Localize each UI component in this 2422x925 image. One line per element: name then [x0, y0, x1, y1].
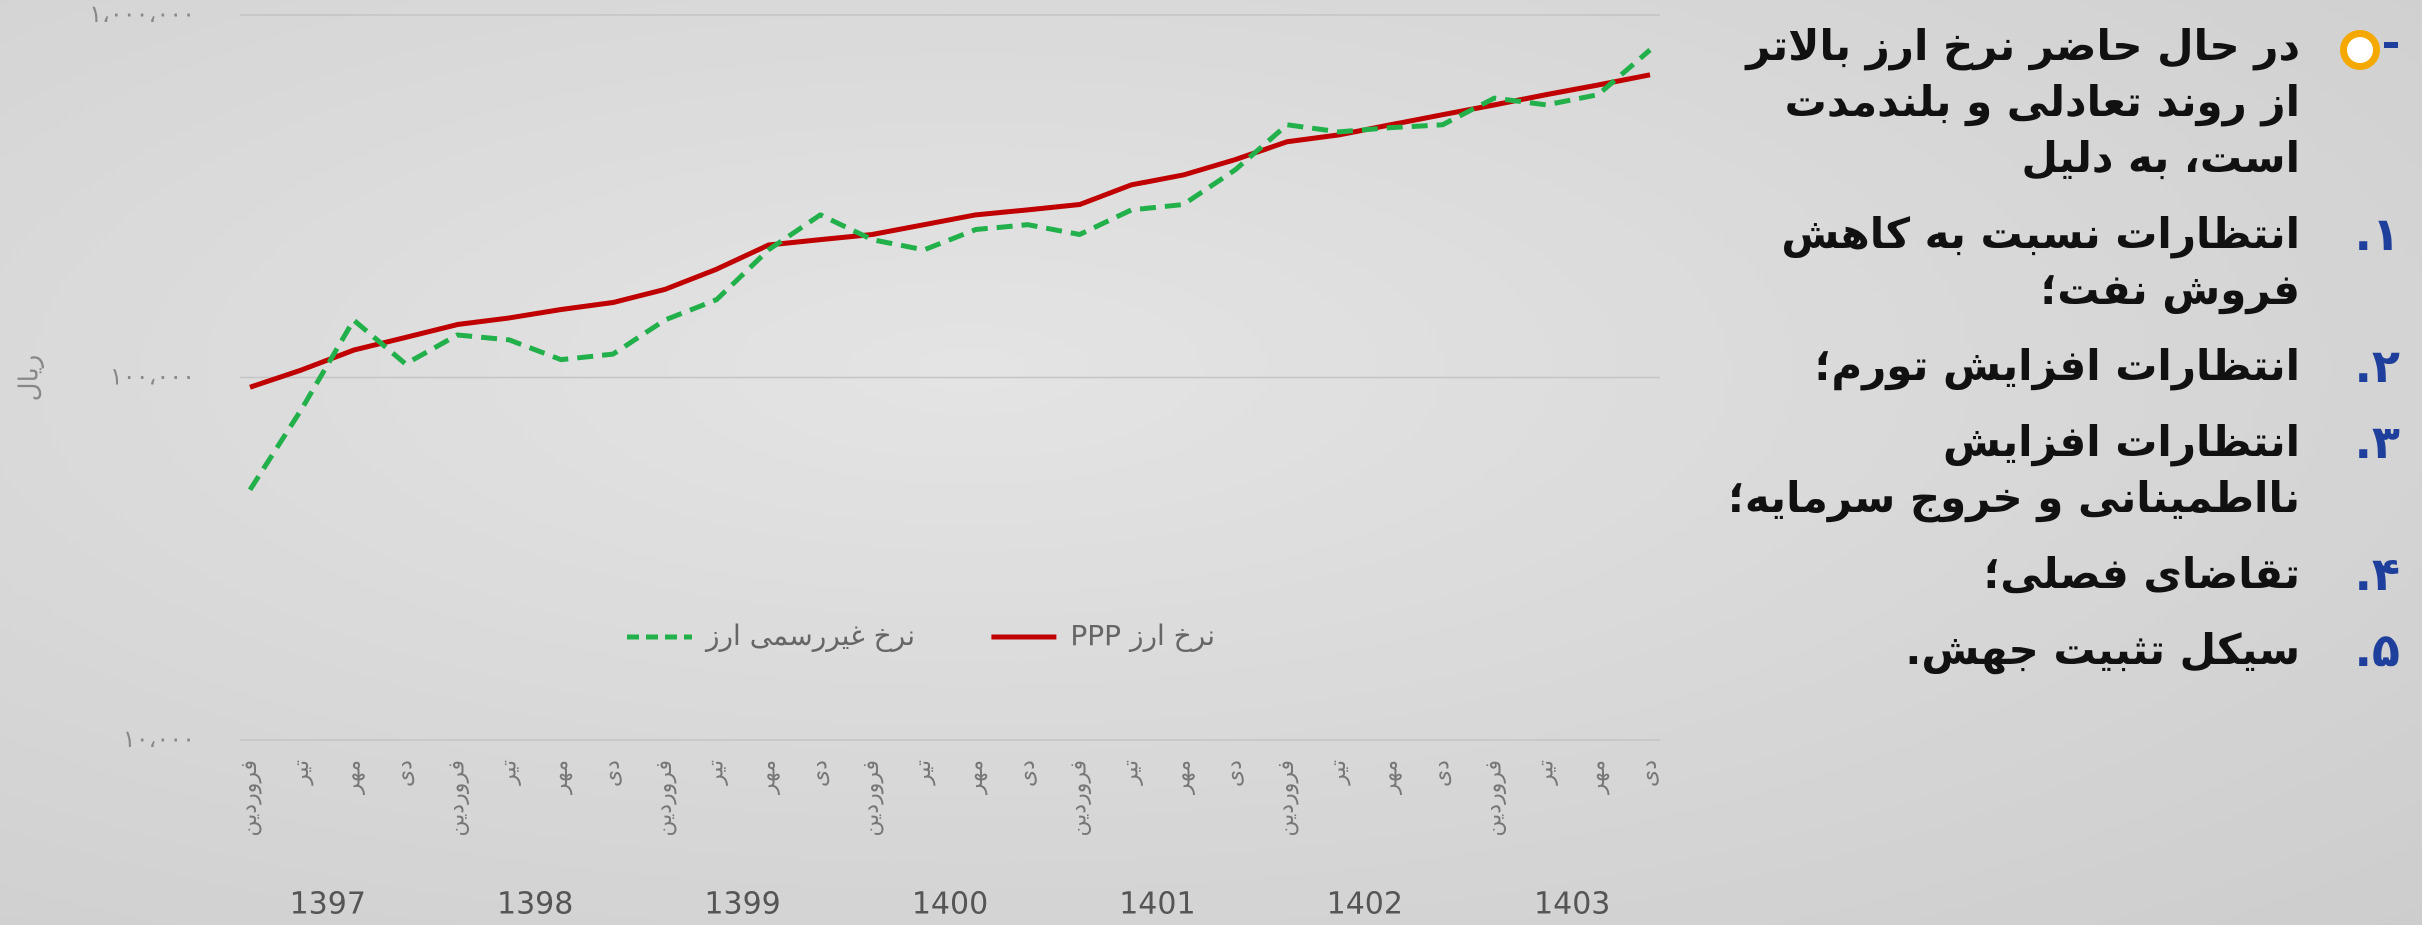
x-group-label: 1399: [704, 887, 780, 922]
x-tick-label: تیر: [1533, 760, 1558, 786]
item-text: انتظارات افزایش تورم؛: [1814, 341, 2300, 390]
x-tick-label: فروردین: [1067, 760, 1092, 837]
item-number: ۴.: [2354, 547, 2400, 601]
x-group-label: 1397: [290, 887, 366, 922]
x-tick-label: تیر: [911, 760, 936, 786]
item-number: ۲.: [2354, 339, 2400, 393]
list-item: ۵. سیکل تثبیت جهش.: [1700, 622, 2400, 678]
x-tick-label: تیر: [289, 760, 314, 786]
item-number: ۵.: [2354, 623, 2400, 677]
item-text: سیکل تثبیت جهش.: [1905, 625, 2300, 674]
x-group-label: 1403: [1534, 887, 1610, 922]
list-item: ۲. انتظارات افزایش تورم؛: [1700, 338, 2400, 394]
x-tick-label: مهر: [548, 760, 573, 795]
list-item: ۴. تقاضای فصلی؛: [1700, 546, 2400, 602]
x-tick-label: تیر: [1326, 760, 1351, 786]
x-tick-label: مهر: [1170, 760, 1195, 795]
x-tick-label: مهر: [756, 760, 781, 795]
x-tick-label: دی: [1637, 760, 1662, 787]
legend-label: نرخ غیررسمی ارز: [704, 619, 915, 652]
bullet: [2300, 18, 2400, 186]
chart: ریال ۱۰،۰۰۰ ۱۰۰،۰۰۰ ۱،۰۰۰،۰۰۰ فروردین تیر مهر…: [15, 0, 1663, 922]
x-tick-label: تیر: [496, 760, 521, 786]
item-text: انتظارات نسبت به کاهش فروش نفت؛: [1781, 209, 2300, 314]
text-panel: در حال حاضر نرخ ارز بالاتر از روند تعادل…: [1700, 18, 2400, 698]
x-tick-label: فروردین: [1274, 760, 1299, 837]
x-tick-label: دی: [393, 760, 418, 787]
item-text: انتظارات افزایش نااطمینانی و خروج سرمایه…: [1728, 417, 2300, 522]
intro-row: در حال حاضر نرخ ارز بالاتر از روند تعادل…: [1700, 18, 2400, 186]
x-tick-label: دی: [1222, 760, 1247, 787]
y-tick-label: ۱،۰۰۰،۰۰۰: [89, 0, 195, 28]
x-tick-label: مهر: [341, 760, 366, 795]
x-tick-label: فروردین: [859, 760, 884, 837]
list-item: ۳. انتظارات افزایش نااطمینانی و خروج سرما…: [1700, 414, 2400, 526]
y-tick-label: ۱۰،۰۰۰: [123, 725, 195, 753]
item-number: ۱.: [2354, 207, 2400, 261]
x-tick-label: فروردین: [652, 760, 677, 837]
x-tick-label: مهر: [1378, 760, 1403, 795]
x-group-label: 1398: [497, 887, 573, 922]
list-item: ۱. انتظارات نسبت به کاهش فروش نفت؛: [1700, 206, 2400, 318]
x-tick-label: دی: [1430, 760, 1455, 787]
intro-text: در حال حاضر نرخ ارز بالاتر از روند تعادل…: [1746, 21, 2300, 182]
x-group-label: 1402: [1327, 887, 1403, 922]
x-tick-label: فروردین: [444, 760, 469, 837]
item-text: تقاضای فصلی؛: [1983, 549, 2300, 598]
x-tick-label: فروردین: [1481, 760, 1506, 837]
x-tick-label: تیر: [704, 760, 729, 786]
x-tick-label: مهر: [1585, 760, 1610, 795]
item-number: ۳.: [2354, 415, 2400, 469]
series-line: [247, 48, 1652, 492]
legend-label: نرخ ارز PPP: [1070, 619, 1215, 652]
x-tick-label: دی: [1015, 760, 1040, 787]
x-group-label: 1401: [1119, 887, 1195, 922]
x-tick-label: مهر: [963, 760, 988, 795]
x-tick-label: دی: [600, 760, 625, 787]
x-tick-label: دی: [807, 760, 832, 787]
y-axis-label: ریال: [15, 355, 45, 402]
x-group-label: 1400: [912, 887, 988, 922]
y-tick-label: ۱۰۰،۰۰۰: [110, 363, 195, 391]
series-line: [249, 72, 1651, 390]
x-tick-label: تیر: [1118, 760, 1143, 786]
x-tick-label: فروردین: [237, 760, 262, 837]
